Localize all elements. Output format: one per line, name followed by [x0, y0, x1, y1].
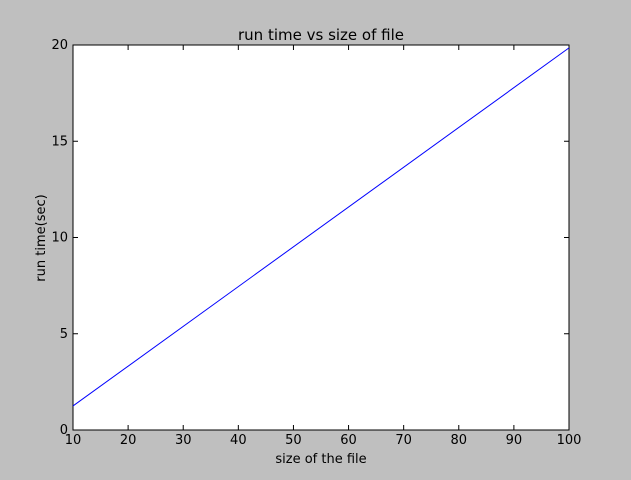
chart-title: run time vs size of file [238, 26, 404, 44]
x-tick-label-9: 100 [557, 433, 582, 448]
y-tick-label-2: 10 [51, 231, 68, 246]
x-tick-label-5: 60 [340, 433, 357, 448]
x-tick-label-0: 10 [65, 433, 82, 448]
series-line-0 [72, 47, 570, 407]
plot-area [72, 44, 570, 431]
y-axis-label: run time(sec) [34, 194, 49, 281]
x-tick-label-2: 30 [175, 433, 192, 448]
y-tick-label-4: 20 [51, 38, 68, 53]
x-tick-label-7: 80 [451, 433, 468, 448]
x-tick-label-6: 70 [395, 433, 412, 448]
x-tick-label-8: 90 [506, 433, 523, 448]
series-layer [72, 47, 570, 407]
x-tick-label-3: 40 [230, 433, 247, 448]
x-axis-label: size of the file [275, 452, 366, 467]
x-tick-label-1: 20 [120, 433, 137, 448]
y-tick-label-0: 0 [60, 423, 68, 438]
y-tick-label-3: 15 [51, 134, 68, 149]
x-tick-label-4: 50 [285, 433, 302, 448]
ticks: 10 20 30 40 50 60 70 80 90 100 0 5 10 15 20 [51, 38, 581, 448]
y-tick-label-1: 5 [60, 327, 68, 342]
